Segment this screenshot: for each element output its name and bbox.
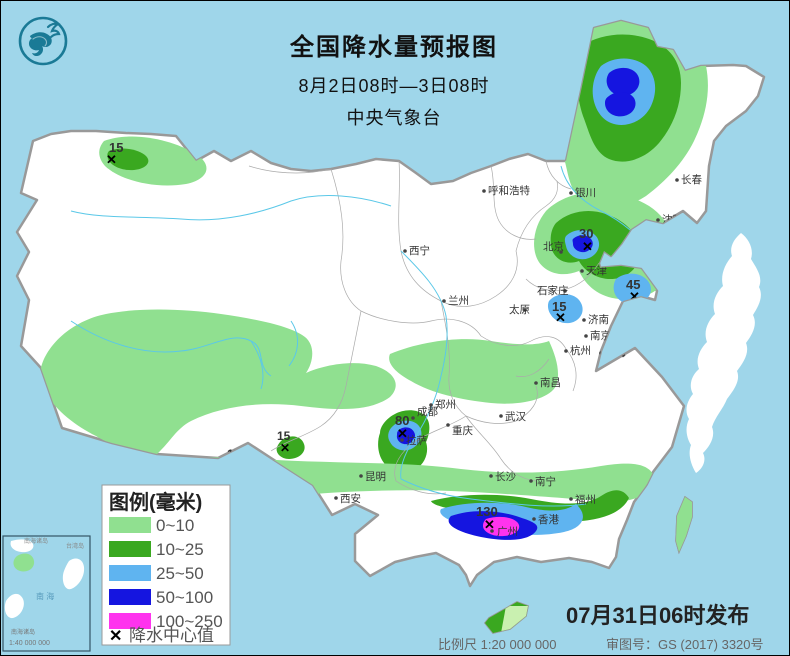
svg-text:✕: ✕	[106, 152, 117, 167]
svg-text:南昌: 南昌	[540, 376, 561, 389]
svg-text:南宁: 南宁	[535, 475, 556, 488]
svg-text:07月31日06时发布: 07月31日06时发布	[566, 603, 749, 628]
svg-text:兰州: 兰州	[448, 294, 469, 307]
svg-text:香港: 香港	[538, 514, 559, 526]
svg-text:西安: 西安	[340, 492, 361, 505]
svg-text:昆明: 昆明	[365, 471, 386, 483]
svg-text:长沙: 长沙	[495, 471, 516, 483]
svg-text:济南: 济南	[588, 313, 609, 326]
svg-text:南海诸岛: 南海诸岛	[11, 628, 35, 636]
svg-text:长春: 长春	[681, 174, 702, 186]
svg-text:10~25: 10~25	[156, 540, 204, 559]
svg-text:图例(毫米): 图例(毫米)	[109, 490, 202, 514]
svg-text:✕: ✕	[397, 426, 408, 441]
svg-text:重庆: 重庆	[452, 424, 473, 437]
svg-text:石家庄: 石家庄	[537, 284, 569, 297]
svg-text:✕: ✕	[484, 517, 495, 532]
svg-text:郑州: 郑州	[435, 398, 456, 411]
svg-text:呼和浩特: 呼和浩特	[488, 185, 530, 197]
svg-text:✕: ✕	[109, 628, 122, 645]
svg-text:台湾岛: 台湾岛	[66, 542, 84, 550]
svg-text:武汉: 武汉	[505, 410, 526, 423]
svg-text:太原: 太原	[509, 303, 530, 316]
svg-text:50~100: 50~100	[156, 588, 213, 607]
svg-text:拉萨: 拉萨	[406, 434, 427, 447]
svg-text:银川: 银川	[575, 186, 596, 199]
svg-text:0~10: 0~10	[156, 516, 194, 535]
svg-text:✕: ✕	[280, 441, 290, 455]
svg-text:✕: ✕	[555, 310, 566, 325]
svg-text:审图号：GS (2017) 3320号: 审图号：GS (2017) 3320号	[606, 637, 764, 652]
svg-text:杭州: 杭州	[570, 344, 591, 357]
svg-text:✕: ✕	[582, 239, 593, 254]
svg-text:福州: 福州	[575, 493, 596, 506]
svg-text:比例尺 1:20 000 000: 比例尺 1:20 000 000	[438, 637, 557, 652]
svg-text:南 海: 南 海	[36, 591, 54, 601]
svg-text:25~50: 25~50	[156, 564, 204, 583]
svg-text:广州: 广州	[497, 526, 518, 538]
svg-text:1:40 000 000: 1:40 000 000	[9, 640, 50, 647]
svg-text:北京: 北京	[543, 240, 564, 253]
svg-text:西宁: 西宁	[409, 244, 430, 257]
svg-text:南海诸岛: 南海诸岛	[24, 537, 48, 545]
svg-text:降水中心值: 降水中心值	[129, 626, 214, 645]
